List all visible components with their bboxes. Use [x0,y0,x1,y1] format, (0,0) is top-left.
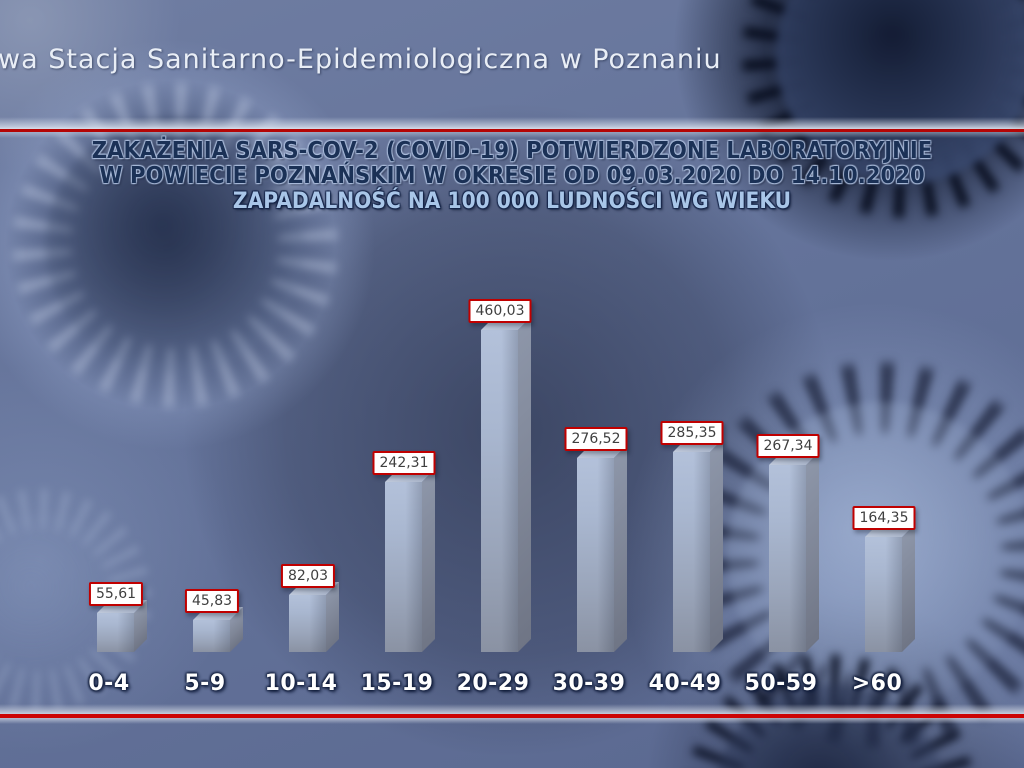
category-label-50-59: 50-59 [744,671,818,696]
background-virus-illustration-bottom [660,630,1000,768]
category-label-5-9: 5-9 [184,671,226,696]
bar-front-face [769,465,806,652]
category-label-20-29: 20-29 [456,671,530,696]
chart-title-block: ZAKAŻENIA SARS-COV-2 (COVID-19) POTWIERD… [0,139,1024,215]
bar-value-label->60: 164,35 [852,506,916,530]
bar-column-5-9 [193,607,244,652]
bar-value-label-20-29: 460,03 [468,299,532,323]
bar-value-label-5-9: 45,83 [184,589,240,613]
bar-value-label-10-14: 82,03 [280,564,336,588]
bar-front-face [577,458,614,652]
category-label-40-49: 40-49 [648,671,722,696]
bar-value-label-15-19: 242,31 [372,451,436,475]
chart-subtitle: ZAPADALNOŚĆ NA 100 000 LUDNOŚCI WG WIEKU [232,189,792,214]
bar-front-face [673,452,710,652]
bar-column-0-4 [97,600,148,652]
bottom-divider-soft-edge [0,718,1024,724]
top-divider-soft-edge [0,132,1024,138]
site-header-title: wa Stacja Sanitarno-Epidemiologiczna w P… [0,44,722,75]
chart-title-line2: W POWIECIE POZNAŃSKIM W OKRESIE OD 09.03… [99,163,925,189]
top-divider-highlight [0,117,1024,129]
bar-side-face [518,317,531,652]
bar-side-face [710,439,723,652]
bar-front-face [193,620,230,652]
bar-front-face [97,613,134,652]
bar-column-50-59 [769,452,820,652]
bar-column-20-29 [481,317,532,652]
bar-value-label-50-59: 267,34 [756,434,820,458]
bar-front-face [865,537,902,652]
background-virus-illustration-top-left [0,55,365,435]
bar-value-label-30-39: 276,52 [564,427,628,451]
background-virus-illustration-top-right [715,0,1024,245]
bar-value-label-0-4: 55,61 [88,582,144,606]
category-label-15-19: 15-19 [360,671,434,696]
bar-front-face [481,330,518,652]
bar-front-face [385,482,422,652]
bar-column-40-49 [673,439,724,652]
category-label-10-14: 10-14 [264,671,338,696]
bar-column-10-14 [289,582,340,652]
category-label->60: >60 [851,671,903,696]
bar-value-label-40-49: 285,35 [660,421,724,445]
bar-side-face [422,469,435,652]
category-label-0-4: 0-4 [88,671,130,696]
bar-side-face [614,445,627,652]
bar-side-face [902,524,915,652]
bar-column-30-39 [577,445,628,652]
chart-title-line1: ZAKAŻENIA SARS-COV-2 (COVID-19) POTWIERD… [91,138,933,164]
bar-column-15-19 [385,469,436,652]
category-label-30-39: 30-39 [552,671,626,696]
bar-side-face [806,452,819,652]
bar-front-face [289,595,326,652]
bar-column->60 [865,524,916,652]
bottom-divider-highlight [0,704,1024,714]
top-divider-line [0,129,1024,132]
bottom-divider-line [0,714,1024,718]
